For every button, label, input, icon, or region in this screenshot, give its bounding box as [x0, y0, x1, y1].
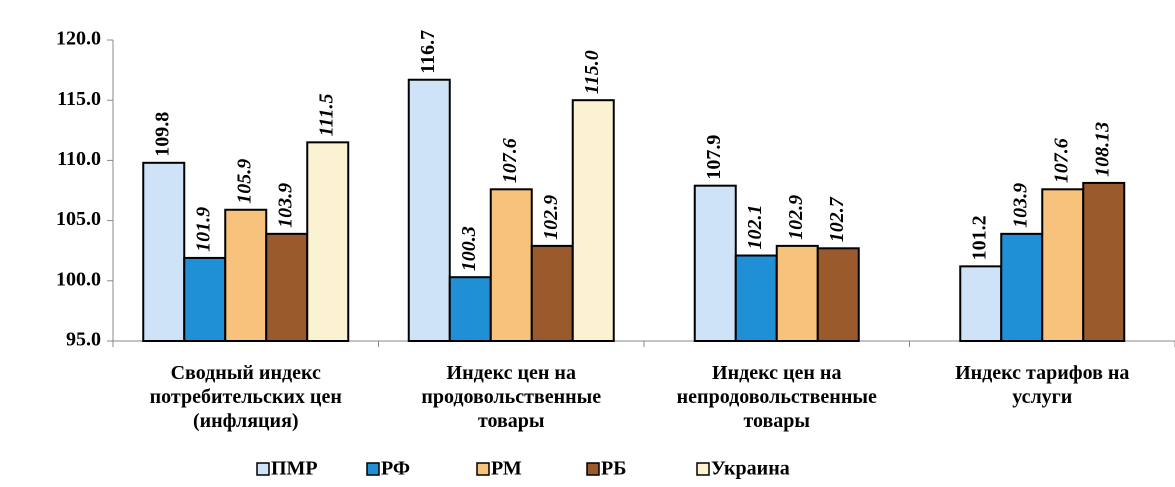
value-label: 102.7: [826, 196, 848, 242]
value-label: 102.9: [785, 195, 807, 240]
y-tick-label: 105.0: [56, 208, 101, 230]
legend-swatch: [476, 462, 490, 476]
value-label: 101.9: [192, 207, 214, 252]
bar: [1000, 232, 1044, 342]
value-label: 105.9: [233, 159, 255, 204]
value-label: 103.9: [1009, 183, 1031, 228]
bar: [407, 78, 451, 343]
value-label: 107.6: [499, 138, 521, 183]
y-tick-label: 120.0: [56, 28, 101, 50]
y-tick-label: 110.0: [57, 148, 101, 170]
value-label: 107.6: [1050, 138, 1072, 183]
value-label: 100.3: [458, 226, 480, 271]
value-label: 103.9: [274, 183, 296, 228]
x-tick-label: Сводный индекс потребительских цен (инфляц…: [150, 362, 342, 432]
bar: [224, 208, 268, 342]
bar: [734, 254, 778, 343]
value-label: 108.13: [1091, 122, 1113, 177]
y-tick-label: 115.0: [57, 88, 101, 110]
bar: [183, 256, 227, 343]
bar: [1041, 188, 1085, 342]
bar: [693, 184, 737, 342]
bar: [448, 276, 492, 342]
legend-label: Украина: [711, 458, 790, 480]
legend-label: РФ: [381, 458, 410, 480]
legend-label: ПМР: [271, 458, 318, 480]
x-tick-label: Индекс цен на непродовольственные товары: [677, 362, 877, 432]
bar: [530, 244, 574, 342]
legend-label: РМ: [491, 458, 522, 480]
value-label: 109.8: [151, 112, 173, 157]
bar: [489, 188, 533, 342]
value-label: 107.9: [703, 135, 725, 180]
bar: [959, 265, 1003, 342]
value-label: 101.2: [968, 215, 990, 260]
bar: [1082, 181, 1126, 342]
legend-swatch: [366, 462, 380, 476]
legend-swatch: [586, 462, 600, 476]
legend-label: РБ: [601, 458, 626, 480]
bar: [306, 141, 350, 342]
bar: [816, 247, 860, 343]
value-label: 116.7: [417, 30, 439, 74]
y-tick-label: 100.0: [56, 268, 101, 290]
legend-swatch: [256, 462, 270, 476]
value-label: 102.9: [540, 195, 562, 240]
x-tick-label: Индекс цен на продовольственные товары: [421, 362, 601, 432]
bar: [142, 161, 186, 342]
legend-swatch: [696, 462, 710, 476]
value-label: 102.1: [744, 205, 766, 250]
x-tick-label: Индекс тарифов на услуги: [955, 362, 1129, 408]
value-label: 115.0: [581, 50, 603, 94]
bar: [265, 232, 309, 342]
y-tick-label: 95.0: [66, 329, 101, 351]
bar: [571, 99, 615, 342]
bar: [775, 244, 819, 342]
value-label: 111.5: [315, 94, 337, 137]
